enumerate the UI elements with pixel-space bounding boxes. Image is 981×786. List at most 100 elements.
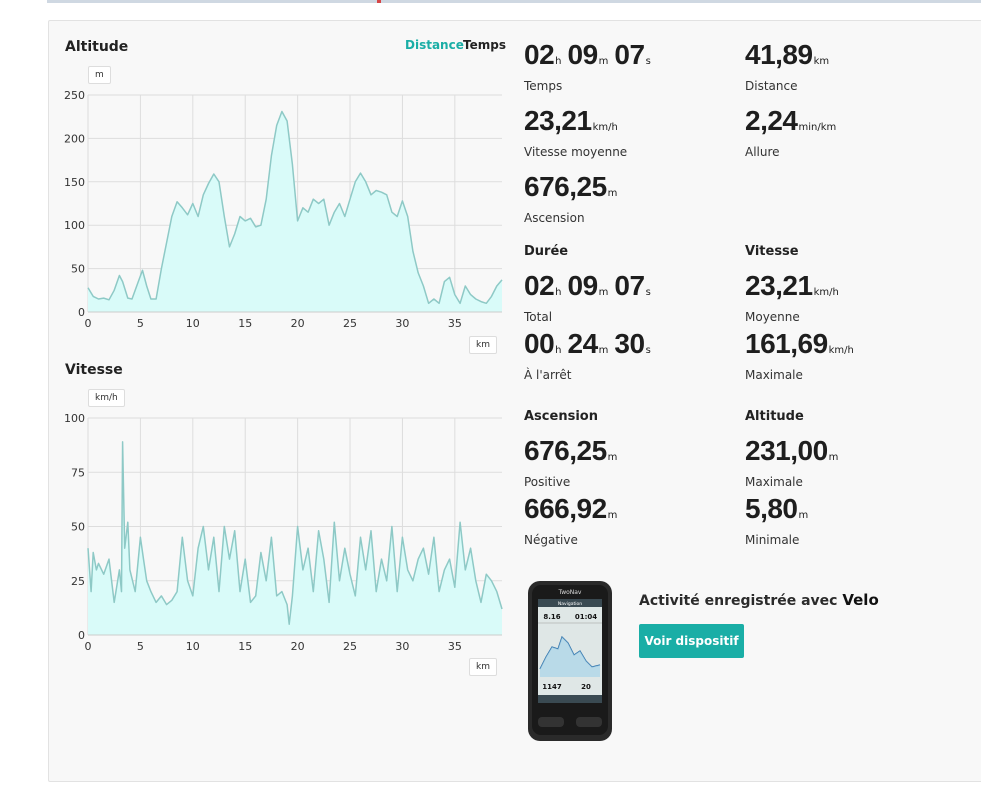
altitude-min-unit: m — [798, 510, 809, 521]
stat-avg-speed-value: 23,21 — [524, 105, 592, 136]
speed-x-tick-label: 15 — [238, 640, 252, 653]
unit-h: h — [555, 287, 562, 298]
stat-pace-label: Allure — [745, 145, 780, 159]
device-screen-title: Navigation — [558, 601, 582, 607]
unit-s: s — [645, 56, 651, 67]
ascent-pos-unit: m — [607, 452, 618, 463]
stat-pace-value: 2,24 — [745, 105, 798, 136]
stat-speed-max: 161,69km/h Maximale — [745, 328, 854, 383]
view-device-button[interactable]: Voir dispositif — [639, 624, 744, 658]
device-brand: TwoNav — [558, 589, 582, 596]
duration-heading: Durée — [524, 244, 569, 259]
speed-y-tick-label: 25 — [71, 575, 85, 588]
altitude-x-unit: km — [469, 336, 497, 354]
altitude-x-tick-label: 25 — [343, 317, 357, 330]
stat-avg-speed: 23,21km/h Vitesse moyenne — [524, 105, 628, 160]
stat-distance-unit: km — [813, 56, 830, 67]
dur-stop-s: 30 — [614, 328, 645, 359]
altitude-y-tick-label: 250 — [64, 89, 85, 102]
stat-ascent-pos: 676,25m Positive — [524, 435, 618, 490]
ascent-neg-value: 666,92 — [524, 493, 607, 524]
stat-time-m: 09 — [567, 39, 599, 70]
speed-chart-title: Vitesse — [65, 362, 123, 378]
altitude-x-tick-label: 15 — [238, 317, 252, 330]
altitude-heading: Altitude — [745, 409, 804, 424]
unit-m: m — [598, 287, 609, 298]
stat-pace-unit: min/km — [798, 122, 837, 133]
speed-avg-label: Moyenne — [745, 310, 800, 324]
unit-s: s — [645, 345, 651, 356]
stat-speed-avg: 23,21km/h Moyenne — [745, 270, 839, 325]
speed-x-tick-label: 5 — [137, 640, 144, 653]
altitude-y-tick-label: 0 — [78, 306, 85, 319]
altitude-min-value: 5,80 — [745, 493, 798, 524]
toggle-time[interactable]: Temps — [463, 38, 506, 52]
device-screen-value-2: 01:04 — [575, 613, 597, 621]
device-name: Velo — [842, 591, 879, 609]
unit-m: m — [598, 56, 609, 67]
stat-time-h: 02 — [524, 39, 555, 70]
altitude-series-line — [87, 110, 503, 305]
altitude-x-tick-label: 30 — [395, 317, 409, 330]
stat-altitude-min: 5,80m Minimale — [745, 493, 809, 548]
toggle-distance[interactable]: Distance — [405, 38, 464, 52]
unit-h: h — [555, 345, 562, 356]
dur-total-h: 02 — [524, 270, 555, 301]
speed-max-value: 161,69 — [745, 328, 828, 359]
altitude-chart: 0 50 100 150 200 250 0 5 10 15 20 25 30 35 — [64, 89, 503, 330]
stat-ascent-value: 676,25 — [524, 171, 607, 202]
unit-h: h — [555, 56, 562, 67]
altitude-x-tick-label: 0 — [85, 317, 92, 330]
altitude-x-tick-label: 10 — [186, 317, 200, 330]
stat-pace: 2,24min/km Allure — [745, 105, 837, 160]
ascent-pos-label: Positive — [524, 475, 571, 489]
gps-device-image: TwoNav Navigation 8.16 01:04 1147 20 — [528, 581, 612, 741]
recorded-with-text: Activité enregistrée avec Velo — [639, 591, 879, 609]
speed-x-tick-label: 30 — [395, 640, 409, 653]
unit-m: m — [598, 345, 609, 356]
altitude-min-label: Minimale — [745, 533, 800, 547]
altitude-y-tick-label: 50 — [71, 263, 85, 276]
dur-stop-h: 00 — [524, 328, 555, 359]
altitude-x-tick-label: 5 — [137, 317, 144, 330]
speed-avg-unit: km/h — [813, 287, 839, 298]
altitude-max-value: 231,00 — [745, 435, 828, 466]
speed-series-line — [87, 441, 503, 625]
ascent-neg-label: Négative — [524, 533, 578, 547]
recorded-with-label: Activité enregistrée avec — [639, 593, 838, 609]
stat-distance: 41,89km Distance — [745, 39, 830, 94]
stat-duration-stopped: 00h 24m 30s À l'arrêt — [524, 328, 651, 383]
speed-chart: 0 25 50 75 100 0 5 10 15 20 25 30 35 — [64, 412, 503, 653]
dur-total-label: Total — [524, 310, 553, 324]
device-screen-value-4: 20 — [581, 683, 591, 691]
altitude-max-label: Maximale — [745, 475, 803, 489]
stat-distance-value: 41,89 — [745, 39, 813, 70]
stat-ascent-neg: 666,92m Négative — [524, 493, 617, 548]
dur-stop-m: 24 — [567, 328, 599, 359]
device-screen-value-1: 8.16 — [543, 613, 560, 621]
dur-stop-label: À l'arrêt — [524, 368, 572, 382]
device-screen-value-3: 1147 — [542, 683, 562, 691]
altitude-x-tick-label: 20 — [291, 317, 305, 330]
dur-total-m: 09 — [567, 270, 599, 301]
ascent-pos-value: 676,25 — [524, 435, 607, 466]
stat-duration-total: 02h 09m 07s Total — [524, 270, 651, 325]
speed-y-tick-label: 100 — [64, 412, 85, 425]
speed-area — [88, 441, 502, 635]
speed-x-tick-label: 25 — [343, 640, 357, 653]
altitude-y-unit: m — [88, 66, 111, 84]
speed-y-unit: km/h — [88, 389, 125, 407]
speed-max-label: Maximale — [745, 368, 803, 382]
speed-x-tick-label: 20 — [291, 640, 305, 653]
speed-avg-value: 23,21 — [745, 270, 813, 301]
altitude-y-tick-label: 200 — [64, 132, 85, 145]
stat-ascent: 676,25m Ascension — [524, 171, 617, 226]
stat-avg-speed-label: Vitesse moyenne — [524, 145, 628, 159]
stat-time: 02h 09m 07s Temps — [524, 39, 651, 94]
altitude-x-tick-label: 35 — [448, 317, 462, 330]
stat-altitude-max: 231,00m Maximale — [745, 435, 838, 490]
dur-total-s: 07 — [614, 270, 645, 301]
stat-time-label: Temps — [524, 79, 563, 93]
speed-y-tick-label: 50 — [71, 521, 85, 534]
altitude-chart-title: Altitude — [65, 39, 129, 55]
